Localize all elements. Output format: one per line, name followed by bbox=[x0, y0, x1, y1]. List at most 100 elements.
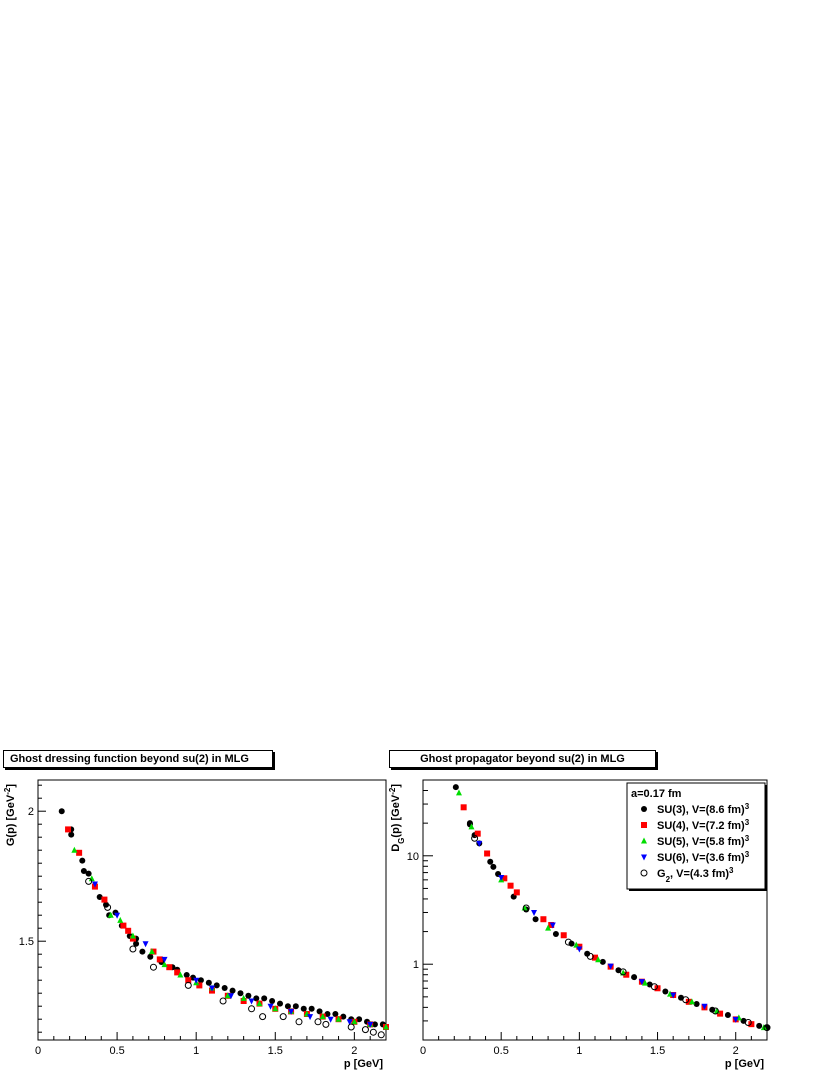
data-point bbox=[139, 948, 146, 955]
legend-entry: SU(6), V=(3.6 fm)3 bbox=[657, 850, 750, 865]
data-point bbox=[133, 940, 140, 947]
data-point bbox=[240, 998, 247, 1004]
data-point bbox=[369, 1028, 377, 1036]
data-point bbox=[209, 985, 215, 992]
data-point bbox=[185, 977, 192, 984]
data-point bbox=[142, 941, 149, 948]
x-tick-label: 0 bbox=[420, 1045, 426, 1057]
x-axis-label: p [GeV] bbox=[344, 1058, 383, 1070]
data-point bbox=[701, 1003, 708, 1010]
legend-marker bbox=[641, 837, 647, 844]
data-point bbox=[356, 1016, 363, 1023]
data-point bbox=[377, 1031, 385, 1039]
data-point bbox=[85, 870, 92, 877]
legend-entry: SU(3), V=(8.6 fm)3 bbox=[657, 802, 750, 817]
data-point bbox=[688, 998, 695, 1005]
data-point bbox=[324, 1011, 331, 1017]
y-axis-ticks bbox=[38, 784, 46, 1033]
x-tick-label: 0 bbox=[35, 1045, 41, 1057]
legend-marker bbox=[641, 806, 647, 812]
data-point bbox=[197, 977, 204, 984]
legend-entry: G2, V=(4.3 fm)3 bbox=[657, 866, 734, 884]
legend-marker bbox=[641, 854, 647, 861]
data-point bbox=[88, 875, 95, 882]
data-point bbox=[631, 974, 638, 981]
data-point bbox=[129, 932, 136, 939]
data-point bbox=[76, 849, 83, 856]
x-axis-label: p [GeV] bbox=[725, 1058, 764, 1070]
data-point bbox=[288, 1008, 295, 1015]
data-point bbox=[607, 963, 614, 970]
data-point bbox=[564, 938, 572, 946]
data-point bbox=[148, 948, 155, 955]
data-point bbox=[221, 985, 228, 991]
x-tick-label: 0.5 bbox=[494, 1045, 509, 1057]
y-tick-label: 2 bbox=[28, 806, 34, 818]
data-point bbox=[269, 998, 276, 1004]
legend: a=0.17 fm SU(3), V=(8.6 fm)3SU(4), V=(7.2… bbox=[626, 782, 767, 891]
data-point bbox=[129, 935, 136, 942]
data-point bbox=[351, 1018, 358, 1025]
data-point bbox=[120, 922, 127, 929]
data-point bbox=[174, 969, 181, 976]
data-point bbox=[183, 972, 190, 978]
data-point bbox=[104, 903, 112, 911]
legend-entry: SU(5), V=(5.8 fm)3 bbox=[657, 834, 750, 849]
data-point bbox=[147, 953, 154, 960]
data-point bbox=[545, 924, 552, 931]
data-point bbox=[79, 857, 86, 864]
data-point bbox=[642, 979, 649, 986]
data-point bbox=[592, 954, 598, 961]
data-point bbox=[213, 982, 220, 989]
data-point bbox=[619, 968, 627, 976]
data-point bbox=[501, 875, 508, 882]
data-point bbox=[259, 1013, 267, 1021]
data-point bbox=[332, 1011, 339, 1017]
data-point bbox=[237, 990, 244, 997]
data-point bbox=[240, 994, 247, 1001]
series-4 bbox=[471, 834, 771, 1032]
data-point bbox=[156, 956, 163, 963]
data-point bbox=[261, 995, 268, 1002]
data-point bbox=[80, 868, 87, 874]
data-point bbox=[166, 964, 173, 971]
data-point bbox=[717, 1010, 724, 1017]
data-point bbox=[91, 881, 98, 888]
data-point bbox=[383, 1023, 389, 1030]
y-tick-label: 1.5 bbox=[19, 936, 34, 948]
data-point bbox=[335, 1015, 342, 1022]
x-tick-label: 1 bbox=[576, 1045, 582, 1057]
data-point bbox=[256, 1000, 263, 1007]
data-point bbox=[468, 823, 475, 830]
chart-panel-1: 0 0.5 1 1.5 2 1 10 p [GeV] DG(p) [GeV-2] a=0.17 f… bbox=[388, 779, 771, 1070]
data-point bbox=[560, 932, 567, 939]
data-point bbox=[177, 971, 184, 978]
data-point bbox=[295, 1018, 303, 1026]
data-point bbox=[484, 850, 491, 857]
data-point bbox=[763, 1024, 771, 1032]
data-point bbox=[184, 981, 192, 989]
x-tick-label: 1.5 bbox=[268, 1045, 283, 1057]
data-point bbox=[573, 941, 580, 948]
data-point bbox=[224, 992, 231, 999]
series-3 bbox=[476, 840, 739, 1023]
data-point bbox=[101, 896, 108, 903]
data-point bbox=[367, 1021, 374, 1028]
data-point bbox=[748, 1021, 755, 1028]
data-point bbox=[620, 969, 627, 976]
data-point bbox=[196, 982, 203, 989]
y-axis-ticks bbox=[423, 779, 433, 1041]
data-point bbox=[552, 930, 559, 937]
data-point bbox=[371, 1021, 378, 1028]
data-point bbox=[300, 1005, 307, 1012]
data-point bbox=[229, 987, 236, 994]
data-point bbox=[149, 963, 157, 971]
data-point bbox=[361, 1026, 369, 1034]
y-tick-label: 10 bbox=[407, 851, 419, 863]
data-point bbox=[292, 1003, 299, 1010]
data-point bbox=[340, 1013, 347, 1020]
data-point bbox=[125, 927, 132, 934]
data-point bbox=[452, 784, 459, 791]
y-axis-label: DG(p) [GeV-2] bbox=[388, 784, 406, 852]
data-point bbox=[540, 916, 547, 923]
